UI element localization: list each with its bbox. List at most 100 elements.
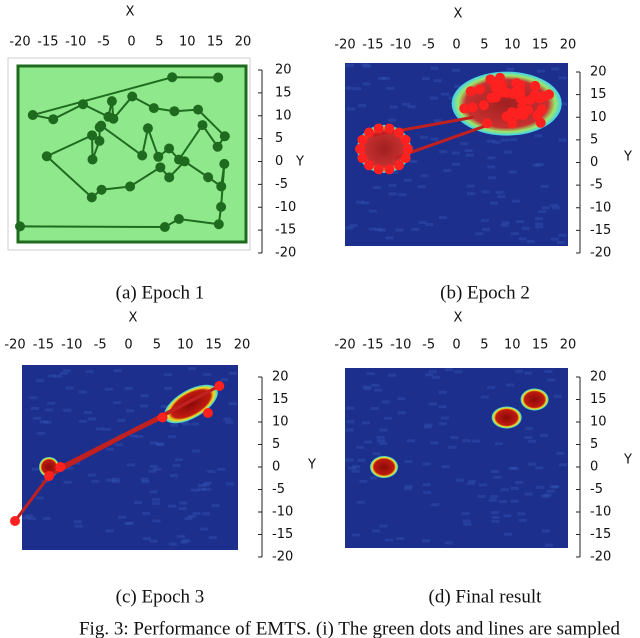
noise (149, 490, 158, 494)
noise (65, 386, 74, 390)
noise (151, 498, 160, 502)
sample-dot (525, 94, 536, 105)
noise (466, 184, 475, 188)
noise (441, 92, 450, 96)
noise (163, 373, 172, 377)
y-tick-label: 10 (590, 415, 607, 430)
noise (349, 224, 358, 228)
sample-dot (474, 84, 485, 95)
noise (540, 184, 549, 188)
noise (217, 467, 226, 471)
noise (420, 174, 429, 178)
sample-dot (148, 103, 159, 114)
noise (397, 397, 406, 401)
noise (525, 427, 534, 431)
noise (422, 539, 431, 543)
noise (396, 537, 405, 541)
sample-dot (497, 80, 508, 91)
noise (32, 416, 41, 420)
sample-dot (543, 89, 554, 100)
x-axis-label: X (126, 5, 135, 20)
y-tick-label: -15 (590, 527, 611, 542)
x-tick-label: 10 (177, 338, 194, 353)
noise (487, 385, 496, 389)
y-tick-label: 5 (272, 437, 280, 452)
noise (201, 483, 210, 487)
y-tick-label: -5 (275, 177, 288, 192)
sample-dot (214, 381, 225, 391)
noise (503, 514, 512, 518)
noise (534, 217, 543, 221)
sample-dot (535, 117, 546, 128)
y-tick-label: -20 (275, 246, 296, 261)
noise (475, 232, 484, 236)
y-tick-label: -15 (272, 527, 293, 542)
sample-dot (393, 160, 404, 171)
noise (388, 183, 397, 187)
noise (534, 134, 543, 138)
noise (450, 436, 459, 440)
noise (362, 385, 371, 389)
noise (515, 369, 524, 373)
noise (178, 507, 187, 511)
noise (539, 433, 548, 437)
sample-dot (400, 153, 411, 164)
x-axis-label: X (454, 311, 463, 326)
sample-dot (357, 153, 368, 164)
x-tick-label: -10 (390, 338, 411, 353)
noise (528, 439, 537, 443)
noise (515, 220, 524, 224)
noise (371, 383, 380, 387)
sample-dot (219, 131, 230, 142)
noise (149, 441, 158, 445)
x-tick-label: 10 (504, 38, 521, 53)
noise (47, 401, 56, 405)
noise (481, 228, 490, 232)
sample-dot (532, 110, 543, 121)
noise (170, 423, 179, 427)
blob (491, 406, 522, 429)
noise (493, 475, 502, 479)
x-tick-label: 5 (480, 338, 488, 353)
sample-dot (15, 221, 26, 232)
noise (379, 524, 388, 528)
noise (197, 488, 206, 492)
noise (492, 140, 501, 144)
sample-dot (106, 96, 117, 107)
noise (462, 439, 471, 443)
noise (83, 411, 92, 415)
noise (65, 466, 74, 470)
noise (356, 200, 365, 204)
noise (480, 219, 489, 223)
noise (547, 378, 556, 382)
noise (160, 405, 169, 409)
noise (510, 232, 519, 236)
noise (45, 408, 54, 412)
noise (521, 226, 530, 230)
caption: (c) Epoch 3 (116, 586, 205, 607)
noise (454, 84, 463, 88)
noise (543, 493, 552, 497)
sample-dot (459, 103, 470, 114)
noise (142, 537, 151, 541)
noise (39, 420, 48, 424)
noise (559, 102, 568, 106)
noise (191, 422, 200, 426)
noise (558, 138, 567, 142)
noise (356, 500, 365, 504)
noise (433, 119, 442, 123)
x-tick-label: -20 (4, 338, 25, 353)
y-tick-label: -20 (590, 246, 611, 261)
noise (466, 192, 475, 196)
sample-dot (167, 72, 178, 83)
noise (397, 411, 406, 415)
sample-dot (159, 221, 170, 232)
noise (431, 503, 440, 507)
noise (345, 86, 354, 90)
noise (524, 436, 533, 440)
y-tick-label: -10 (590, 505, 611, 520)
noise (441, 465, 450, 469)
sample-dot (44, 471, 55, 481)
y-tick-label: -10 (590, 200, 611, 215)
noise (550, 237, 559, 241)
